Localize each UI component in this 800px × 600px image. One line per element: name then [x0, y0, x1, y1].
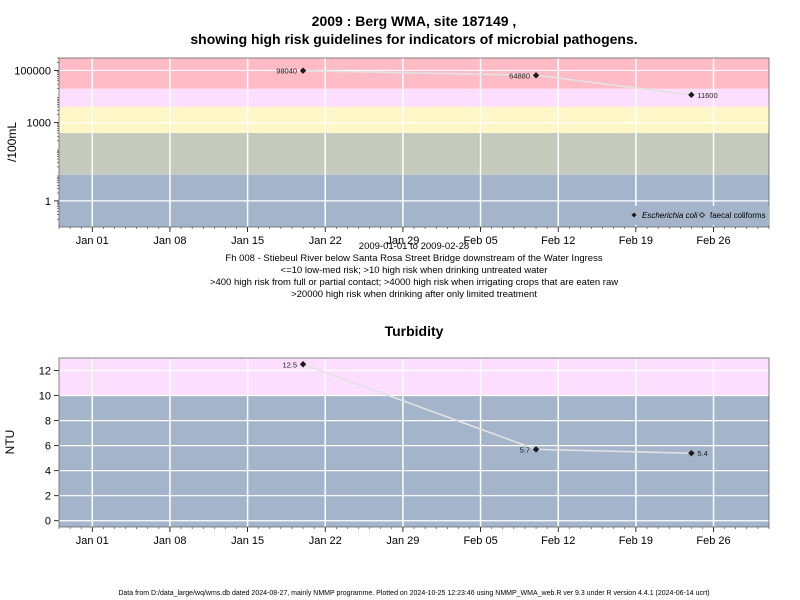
legend-ecoli-label: Escherichia coli: [642, 211, 698, 220]
y-tick-label: 6: [45, 441, 51, 453]
risk-band: [59, 106, 769, 134]
data-label: 5.4: [697, 449, 707, 458]
x-tick-label: Feb 05: [463, 535, 497, 547]
y-tick-label: 100000: [14, 65, 51, 77]
legend-ecoli-marker: [631, 212, 637, 218]
footer-note: Data from D:/data_large/wq/wms.db dated …: [118, 590, 709, 597]
x-tick-label: Feb 26: [696, 235, 730, 247]
y-tick-label: 12: [39, 366, 51, 378]
data-label: 5.7: [520, 445, 530, 454]
x-tick-label: Jan 08: [153, 535, 186, 547]
risk-band: [59, 395, 769, 527]
data-point: [532, 72, 540, 79]
legend: Escherichia coli faecal coliforms: [625, 206, 769, 225]
y-tick-label: 1000: [27, 118, 51, 130]
data-label: 98040: [276, 67, 297, 76]
y-tick-label: 0: [45, 516, 51, 528]
y-tick-label: 8: [45, 416, 51, 428]
y-tick-label: 2: [45, 491, 51, 503]
x-tick-label: Jan 22: [309, 235, 342, 247]
legend-box: [625, 206, 769, 225]
caption-date-range: 2009-01-01 to 2009-02-28: [359, 241, 469, 252]
x-tick-label: Feb 12: [541, 535, 575, 547]
x-tick-label: Feb 12: [541, 235, 575, 247]
turbidity-plot-panel: Jan 01 Jan 08 Jan 15 Jan 22 Jan 29 Feb 05 Feb …: [39, 357, 770, 547]
y-tick-label: 10: [39, 391, 51, 403]
caption-site: Fh 008 - Stiebeul River below Santa Rosa…: [225, 253, 602, 264]
risk-band: [59, 133, 769, 175]
turbidity-y-axis-label: NTU: [3, 430, 17, 455]
x-tick-label: Jan 29: [386, 235, 419, 247]
turbidity-title: Turbidity: [385, 323, 444, 339]
x-tick-label: Jan 29: [386, 535, 419, 547]
data-point: [532, 446, 540, 453]
x-tick-label: Jan 15: [231, 235, 264, 247]
x-tick-label: Jan 08: [153, 235, 186, 247]
chart-title: 2009 : Berg WMA, site 187149 ,: [312, 13, 517, 29]
data-label: 12.5: [282, 360, 297, 369]
risk-band: [59, 88, 769, 107]
legend-faecal-marker: [698, 211, 706, 219]
microbial-plot-panel: Jan 01 Jan 08 Jan 15 Jan 22 Jan 29 Feb 05 Feb …: [14, 57, 770, 247]
risk-band: [59, 358, 769, 396]
data-point: [299, 67, 307, 74]
caption-guideline-3: >20000 high risk when drinking after onl…: [291, 289, 537, 300]
x-tick-label: Jan 15: [231, 535, 264, 547]
data-label: 11600: [697, 91, 717, 100]
x-tick-label: Jan 01: [76, 535, 109, 547]
data-point: [688, 91, 695, 99]
data-point: [688, 449, 695, 457]
plot-frame: [58, 57, 770, 228]
x-tick-label: Jan 22: [309, 535, 342, 547]
legend-faecal-label: faecal coliforms: [710, 211, 766, 220]
y-tick-label: 4: [45, 466, 51, 478]
x-tick-label: Feb 19: [619, 535, 653, 547]
caption-guideline-2: >400 high risk from full or partial cont…: [210, 277, 618, 288]
chart-subtitle: showing high risk guidelines for indicat…: [190, 31, 637, 47]
x-tick-label: Feb 05: [463, 235, 497, 247]
plot-frame: [58, 357, 770, 528]
x-tick-label: Feb 19: [619, 235, 653, 247]
microbial-y-axis-label: /100mL: [5, 122, 19, 162]
x-tick-label: Feb 26: [696, 535, 730, 547]
y-tick-label: 1: [45, 196, 51, 208]
caption-guideline-1: <=10 low-med risk; >10 high risk when dr…: [281, 265, 548, 276]
data-point: [299, 361, 307, 368]
data-label: 64880: [509, 71, 530, 80]
x-tick-label: Jan 01: [76, 235, 109, 247]
